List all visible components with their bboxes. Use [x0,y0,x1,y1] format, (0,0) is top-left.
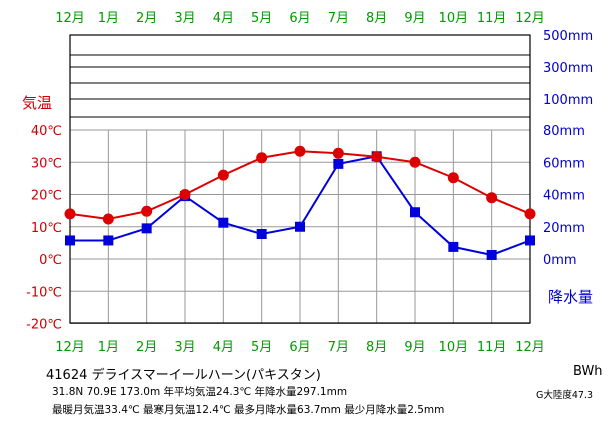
temperature-axis: -20℃ -10℃ 0℃ 10℃ 20℃ 30℃ 40℃ [26,124,62,333]
precipitation-point [141,223,152,234]
month-label-bottom: 12月 [55,340,85,355]
month-label-bottom: 6月 [289,340,310,355]
station-name: 41624 デライスマーイールハーン(パキスタン) [46,368,321,383]
temperature-point [102,213,114,225]
station-summary: 31.8N 70.9E 173.0m 年平均気温24.3℃ 年降水量297.1m… [52,386,348,398]
temperature-tick-label: 20℃ [31,189,62,204]
precipitation-point [410,207,420,218]
temperature-tick-label: -10℃ [26,285,62,300]
temperature-tick-label: 10℃ [31,221,62,236]
precipitation-point [333,158,344,169]
temperature-point [179,189,191,200]
temperature-point [217,169,229,181]
temperature-point [409,156,421,168]
precipitation-tick-label: 80mm [543,124,585,139]
month-label-bottom: 3月 [174,340,195,355]
month-label-top: 6月 [289,11,310,26]
month-label-top: 4月 [213,11,234,26]
month-label-top: 7月 [328,11,349,26]
month-label-top: 12月 [515,11,545,26]
precipitation-tick-label-upper: 100mm [543,93,593,108]
month-label-bottom: 11月 [477,340,507,355]
precipitation-tick-label: 0mm [543,253,577,268]
temperature-point [256,152,268,164]
climate-class: BWh [573,364,603,379]
upper-precip-scale [70,34,530,118]
temperature-tick-label: 0℃ [39,253,62,268]
month-label-bottom: 1月 [98,340,119,355]
temperature-point [141,205,153,217]
temperature-point [486,192,498,204]
month-label-bottom: 9月 [404,340,425,355]
month-labels-bottom: 12月 1月 2月 3月 4月 5月 6月 7月 8月 9月 10月 11月 12月 [55,340,545,355]
month-label-bottom: 7月 [328,340,349,355]
temperature-point [447,172,459,184]
temperature-point [294,145,306,157]
precipitation-point [525,235,535,246]
month-labels-top: 12月 1月 2月 3月 4月 5月 6月 7月 8月 9月 10月 11月 12月 [55,11,545,26]
precipitation-axis: 0mm 20mm 40mm 60mm 80mm 100mm 300mm 500mm [543,29,593,268]
precipitation-point [256,229,267,240]
precipitation-point [448,241,459,252]
month-label-top: 2月 [136,11,157,26]
continentality-index: G大陸度47.3 [536,390,594,401]
temperature-series [64,145,536,225]
precipitation-tick-label-upper: 500mm [543,29,593,44]
temperature-tick-label: 30℃ [31,156,62,171]
precipitation-axis-label: 降水量 [548,288,593,306]
temperature-point [332,147,344,159]
month-label-top: 5月 [251,11,272,26]
month-label-top: 3月 [174,11,195,26]
station-extremes: 最暖月気温33.4℃ 最寒月気温12.4℃ 最多月降水量63.7mm 最少月降水… [52,404,445,416]
temperature-point [371,151,383,163]
month-label-bottom: 10月 [439,340,469,355]
precipitation-tick-label-upper: 300mm [543,61,593,76]
month-label-top: 12月 [55,11,85,26]
month-label-top: 8月 [366,11,387,26]
month-label-bottom: 2月 [136,340,157,355]
precipitation-point [295,221,305,232]
precipitation-point [65,235,75,246]
plot-border [69,34,531,324]
month-label-top: 9月 [404,11,425,26]
temperature-point [64,208,76,220]
precipitation-point [486,249,497,260]
temperature-axis-label: 気温 [22,94,52,112]
precipitation-tick-label: 20mm [543,221,585,236]
month-label-top: 1月 [98,11,119,26]
month-label-bottom: 8月 [366,340,387,355]
temperature-tick-label: -20℃ [26,318,62,333]
temperature-point [524,208,536,220]
precipitation-point [103,235,114,246]
month-label-top: 10月 [439,11,469,26]
precipitation-tick-label: 40mm [543,189,585,204]
month-label-bottom: 5月 [251,340,272,355]
plot-frame [69,34,531,324]
temperature-tick-label: 40℃ [31,124,62,139]
month-label-bottom: 4月 [213,340,234,355]
month-label-bottom: 12月 [515,340,545,355]
precipitation-tick-label: 60mm [543,156,585,171]
month-label-top: 11月 [477,11,507,26]
precipitation-point [218,217,229,228]
